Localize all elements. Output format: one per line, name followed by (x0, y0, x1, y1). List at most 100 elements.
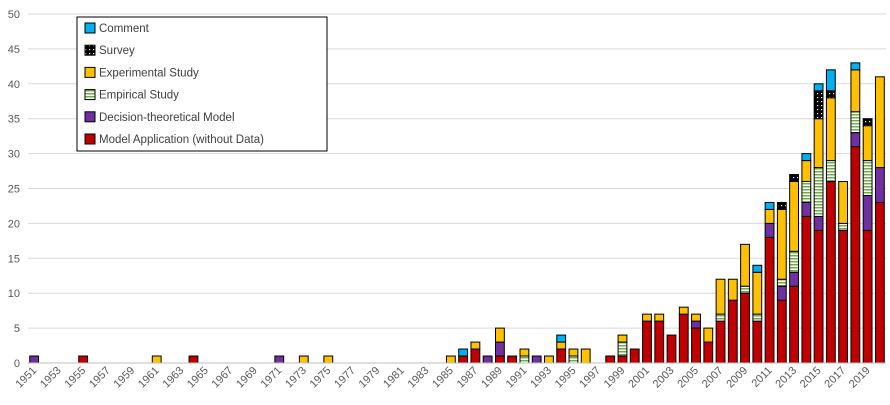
x-tick-label: 1955 (62, 365, 88, 391)
x-tick-label: 1985 (430, 365, 456, 391)
bar-segment-comment (801, 153, 812, 162)
x-tick-label: 2017 (822, 365, 848, 391)
y-tick-label: 10 (8, 288, 20, 300)
bar-segment-model-application-without-data (494, 355, 505, 364)
bar-segment-comment (825, 69, 836, 92)
bar-segment-decision-theoretical-model (789, 271, 799, 287)
x-tick-label: 1987 (455, 365, 481, 391)
bar-segment-experimental-study (642, 313, 652, 322)
bar-segment-experimental-study (813, 118, 824, 169)
bar-segment-model-application-without-data (740, 292, 750, 364)
x-tick-label: 2015 (798, 365, 824, 391)
bar-segment-experimental-study (544, 355, 554, 364)
bar-segment-model-application-without-data (715, 320, 726, 364)
y-tick-label: 25 (8, 184, 20, 196)
y-tick-label: 35 (8, 114, 20, 126)
bar-segment-experimental-study (654, 313, 665, 322)
bar-segment-model-application-without-data (507, 355, 518, 364)
bar-segment-experimental-study (580, 348, 591, 364)
x-tick-label: 1995 (553, 365, 579, 391)
bar-segment-experimental-study (715, 278, 726, 315)
bar-segment-model-application-without-data (629, 348, 640, 364)
legend-label: Model Application (without Data) (99, 134, 264, 146)
legend-swatch (84, 111, 96, 123)
x-tick-label: 2011 (749, 365, 774, 390)
bar-segment-survey (813, 90, 824, 120)
bar-segment-experimental-study (298, 355, 309, 364)
bar-segment-experimental-study (691, 313, 701, 322)
x-tick-label: 2007 (700, 365, 726, 391)
x-tick-label: 2019 (847, 365, 873, 391)
y-tick-label: 30 (8, 149, 20, 161)
bar-segment-experimental-study (850, 69, 861, 113)
bar-segment-experimental-study (776, 208, 787, 280)
y-tick-label: 0 (14, 358, 20, 370)
bar-segment-empirical-study (813, 167, 824, 217)
bar-segment-experimental-study (764, 208, 775, 224)
bar-segment-model-application-without-data (654, 320, 665, 364)
legend-label: Experimental Study (99, 67, 199, 79)
bar-segment-decision-theoretical-model (29, 355, 40, 364)
bar-segment-model-application-without-data (850, 146, 861, 364)
x-tick-label: 1989 (479, 365, 505, 391)
bar-segment-empirical-study (801, 181, 812, 203)
bar-segment-model-application-without-data (801, 215, 812, 364)
y-tick-label: 40 (8, 79, 20, 91)
x-tick-label: 1981 (381, 365, 407, 391)
legend-label: Decision-theoretical Model (99, 112, 235, 124)
x-tick-label: 1975 (308, 365, 334, 391)
x-tick-label: 1963 (161, 365, 187, 391)
legend-swatch (84, 44, 96, 56)
bar-segment-experimental-study (801, 160, 812, 183)
x-tick-label: 2009 (724, 365, 750, 391)
x-tick-label: 1993 (528, 365, 554, 391)
bar-segment-comment (752, 264, 763, 273)
legend: Comment Survey Experimental Study Empirical… (76, 16, 328, 152)
bar-segment-model-application-without-data (691, 327, 701, 364)
x-tick-label: 1959 (112, 365, 138, 391)
legend-swatch (84, 66, 96, 78)
bar-segment-model-application-without-data (678, 313, 689, 364)
bar-segment-empirical-study (740, 285, 750, 294)
bar-segment-experimental-study (445, 355, 456, 364)
legend-label: Comment (99, 23, 150, 35)
x-tick-label: 2001 (626, 365, 652, 391)
bar-segment-decision-theoretical-model (874, 167, 885, 203)
bar-segment-survey (776, 201, 787, 210)
x-tick-label: 1983 (406, 365, 432, 391)
x-tick-label: 1977 (332, 365, 358, 391)
y-tick-label: 20 (8, 218, 20, 230)
bar-segment-model-application-without-data (838, 229, 849, 364)
bar-segment-experimental-study (323, 355, 334, 364)
bar-segment-experimental-study (838, 181, 849, 224)
bar-segment-experimental-study (862, 125, 873, 162)
bar-segment-experimental-study (568, 348, 579, 357)
y-tick-label: 15 (8, 253, 20, 265)
bar-segment-decision-theoretical-model (691, 320, 701, 329)
legend-swatch (84, 22, 96, 34)
bar-segment-model-application-without-data (470, 348, 481, 364)
bar-segment-empirical-study (776, 278, 787, 287)
bar-segment-experimental-study (789, 181, 799, 252)
bar-segment-comment (556, 334, 567, 343)
bar-segment-decision-theoretical-model (274, 355, 285, 364)
bar-segment-comment (458, 348, 469, 357)
x-tick-label: 1965 (185, 365, 211, 391)
bar-segment-model-application-without-data (188, 355, 199, 364)
bar-segment-experimental-study (825, 97, 836, 162)
bar-segment-model-application-without-data (617, 355, 628, 364)
bar-segment-model-application-without-data (764, 236, 775, 364)
bar-segment-model-application-without-data (458, 355, 469, 364)
bar-segment-model-application-without-data (727, 299, 738, 364)
bar-segment-model-application-without-data (752, 320, 763, 364)
bar-segment-empirical-study (715, 313, 726, 322)
x-tick-label: 1967 (210, 365, 236, 391)
bar-segment-experimental-study (678, 306, 689, 315)
bar-segment-decision-theoretical-model (801, 201, 812, 217)
x-tick-label: 1969 (234, 365, 260, 391)
bar-segment-empirical-study (568, 355, 579, 364)
bar-segment-comment (850, 62, 861, 71)
bar-segment-decision-theoretical-model (813, 215, 824, 231)
legend-label: Empirical Study (99, 90, 179, 102)
